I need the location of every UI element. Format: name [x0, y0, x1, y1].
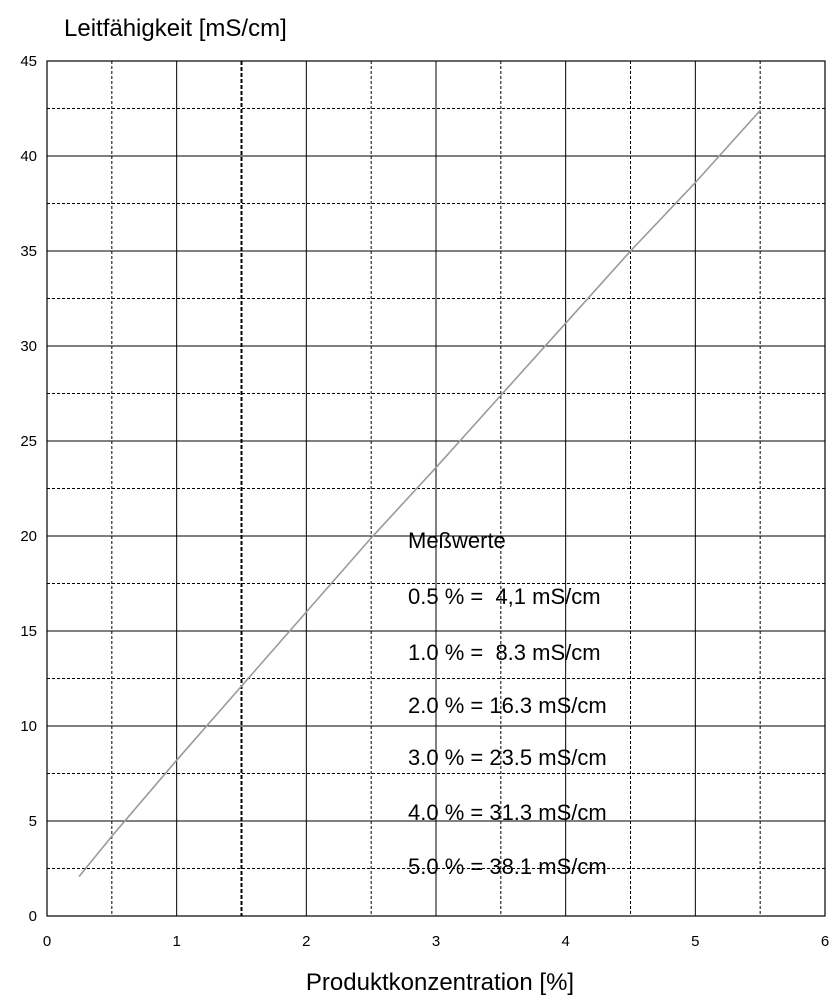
series-layer: [78, 109, 761, 877]
data-point: [694, 181, 697, 184]
y-axis-title: Leitfähigkeit [mS/cm]: [64, 15, 287, 42]
data-point: [435, 466, 437, 469]
x-tick-label: 2: [302, 933, 310, 950]
data-point: [759, 109, 761, 112]
annotation-line: 2.0 % = 16.3 mS/cm: [408, 693, 607, 718]
data-point: [500, 394, 502, 397]
data-point: [629, 250, 632, 252]
plot-frame: [46, 60, 826, 917]
y-tick-label: 30: [20, 338, 37, 355]
annotation-line: 3.0 % = 23.5 mS/cm: [408, 745, 607, 770]
y-tick-label: 40: [20, 148, 37, 165]
y-tick-label: 20: [20, 528, 37, 545]
annotation-line: 0.5 % = 4,1 mS/cm: [408, 584, 601, 609]
measurement-annotations: Meßwerte 0.5 % = 4,1 mS/cm 1.0 % = 8.3 m…: [408, 528, 607, 879]
data-point: [370, 537, 372, 539]
x-tick-label: 5: [691, 933, 699, 950]
x-axis-title: Produktkonzentration [%]: [306, 969, 574, 996]
x-tick-label: 4: [561, 933, 569, 950]
annotation-line: 5.0 % = 38.1 mS/cm: [408, 854, 607, 879]
data-point: [240, 685, 243, 687]
data-point: [564, 322, 567, 325]
y-tick-label: 5: [29, 813, 37, 830]
x-tick-labels: 0 1 2 3 4 5 6: [43, 933, 829, 950]
y-tick-label: 0: [29, 908, 37, 925]
x-tick-label: 6: [821, 933, 829, 950]
y-tick-label: 25: [20, 433, 37, 450]
y-tick-label: 45: [20, 53, 37, 70]
grid: [47, 61, 825, 916]
y-tick-labels: 0 5 10 15 20 25 30 35 40 45: [20, 53, 37, 925]
y-tick-label: 10: [20, 718, 37, 735]
annotation-line: 1.0 % = 8.3 mS/cm: [408, 640, 601, 665]
data-point: [305, 611, 308, 613]
x-tick-label: 0: [43, 933, 51, 950]
annotation-heading: Meßwerte: [408, 528, 506, 553]
data-point: [78, 875, 81, 877]
x-tick-label: 1: [172, 933, 180, 950]
series-line: [78, 109, 761, 877]
data-point: [111, 835, 113, 837]
y-tick-label: 35: [20, 243, 37, 260]
x-tick-label: 3: [432, 933, 440, 950]
data-point: [175, 759, 178, 761]
annotation-line: 4.0 % = 31.3 mS/cm: [408, 800, 607, 825]
y-tick-label: 15: [20, 623, 37, 640]
